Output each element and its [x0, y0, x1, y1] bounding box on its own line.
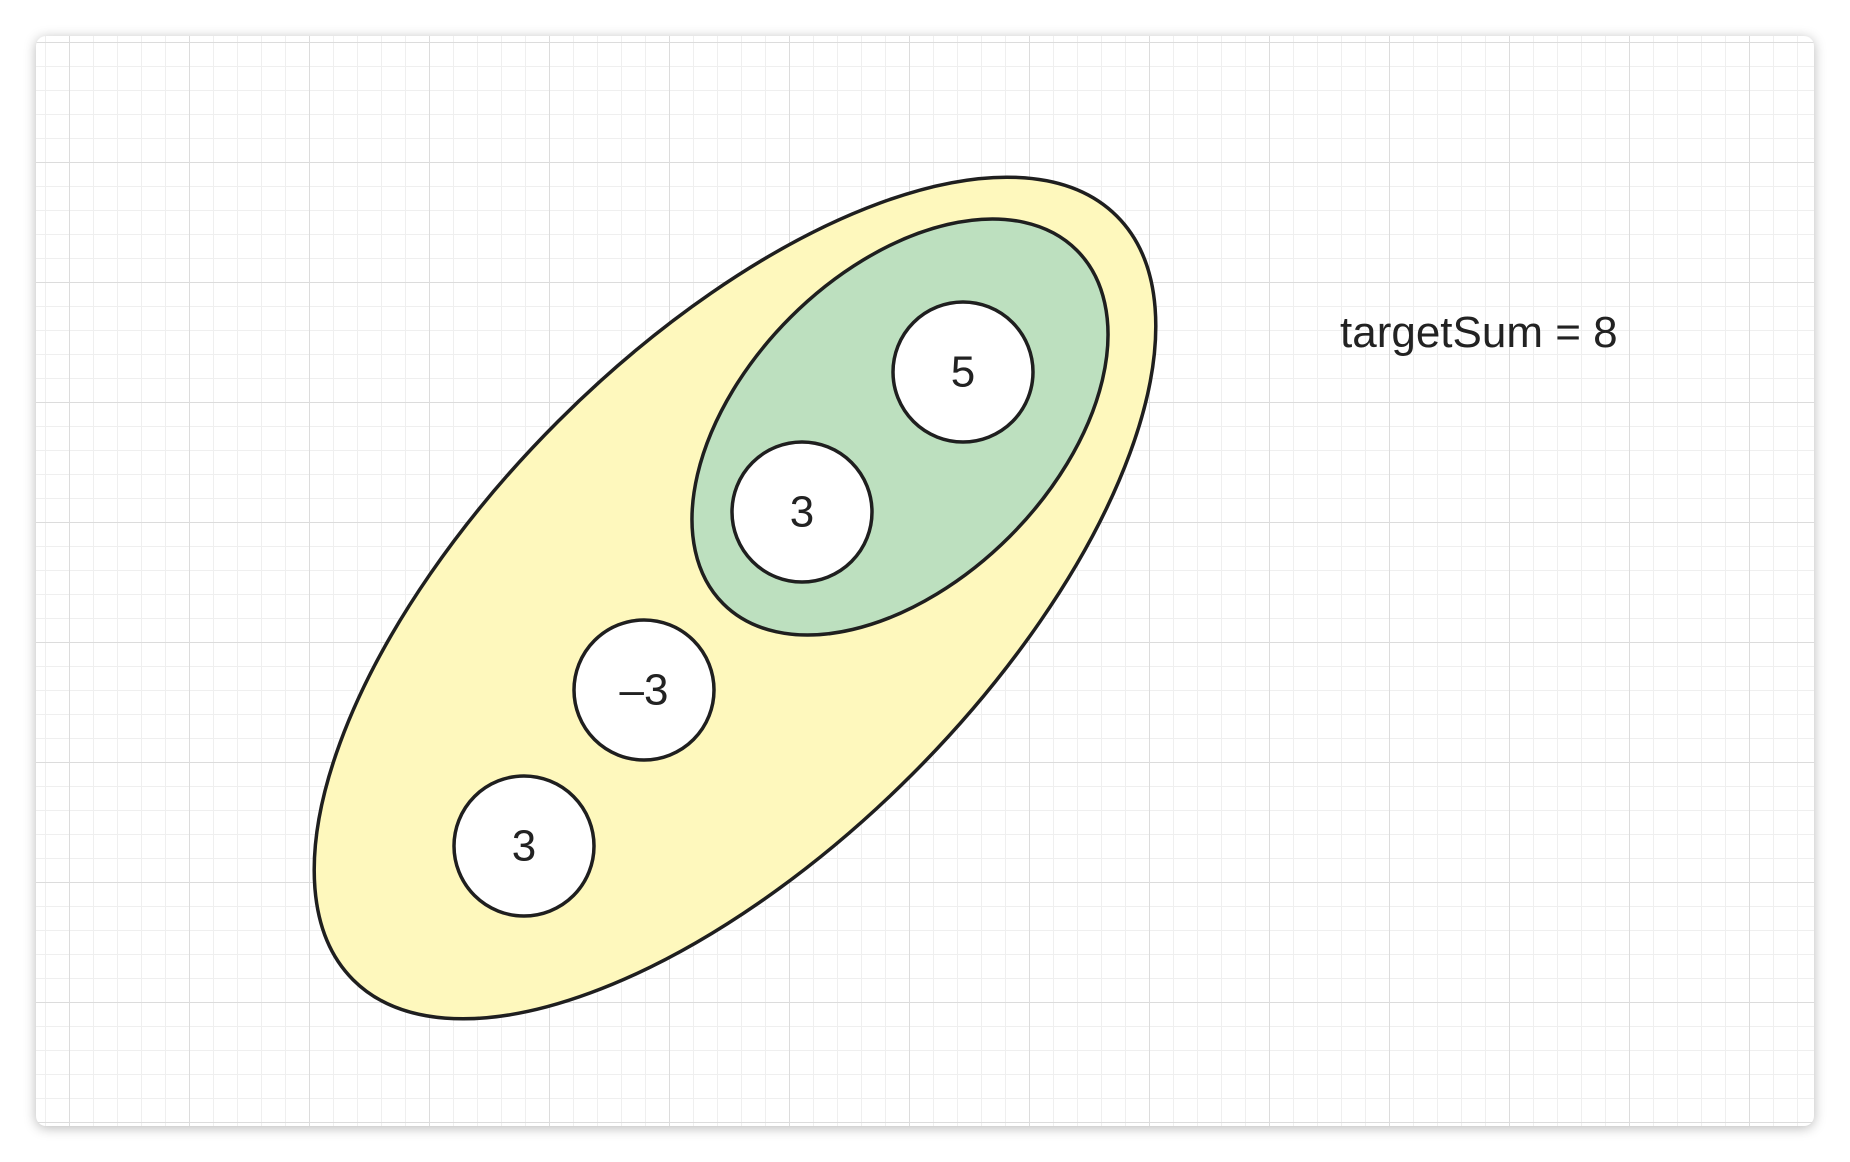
tree-node: 3 [452, 774, 596, 918]
target-sum-label: targetSum = 8 [1340, 308, 1618, 357]
tree-node-label: –3 [620, 666, 669, 715]
tree-node: –3 [572, 618, 716, 762]
tree-node-label: 3 [790, 488, 814, 537]
tree-node-label: 3 [512, 822, 536, 871]
tree-node-label: 5 [951, 348, 975, 397]
tree-node: 5 [891, 300, 1035, 444]
tree-node: 3 [730, 440, 874, 584]
